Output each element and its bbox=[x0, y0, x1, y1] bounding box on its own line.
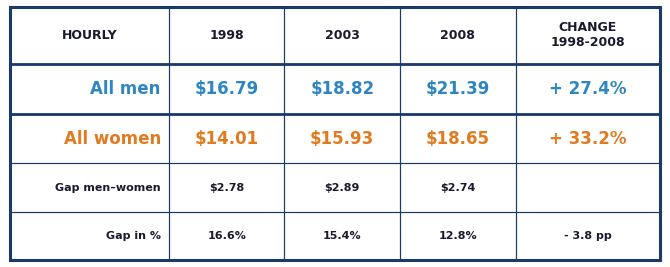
Bar bbox=[400, 64, 515, 114]
Text: 15.4%: 15.4% bbox=[323, 231, 362, 241]
Bar bbox=[10, 212, 169, 260]
Bar bbox=[10, 7, 169, 64]
Text: Gap in %: Gap in % bbox=[106, 231, 161, 241]
Text: CHANGE
1998-2008: CHANGE 1998-2008 bbox=[551, 21, 625, 49]
Bar bbox=[400, 114, 515, 163]
Text: + 33.2%: + 33.2% bbox=[549, 129, 626, 148]
Text: 2003: 2003 bbox=[325, 29, 360, 42]
Bar bbox=[169, 163, 285, 212]
Bar bbox=[400, 7, 515, 64]
Text: HOURLY: HOURLY bbox=[62, 29, 117, 42]
Bar bbox=[10, 163, 169, 212]
Bar bbox=[515, 64, 660, 114]
Text: 1998: 1998 bbox=[209, 29, 244, 42]
Bar bbox=[515, 163, 660, 212]
Text: $15.93: $15.93 bbox=[310, 129, 375, 148]
Text: + 27.4%: + 27.4% bbox=[549, 80, 626, 98]
Bar bbox=[400, 163, 515, 212]
Bar bbox=[10, 114, 169, 163]
Bar bbox=[10, 7, 169, 64]
Text: 12.8%: 12.8% bbox=[438, 231, 477, 241]
Bar bbox=[169, 114, 285, 163]
Bar bbox=[515, 64, 660, 114]
Text: All women: All women bbox=[64, 129, 161, 148]
Bar bbox=[10, 64, 169, 114]
Bar bbox=[515, 7, 660, 64]
Bar bbox=[515, 212, 660, 260]
Bar bbox=[515, 114, 660, 163]
Text: 2008: 2008 bbox=[440, 29, 475, 42]
Bar bbox=[285, 114, 400, 163]
Bar bbox=[169, 7, 285, 64]
Bar bbox=[515, 114, 660, 163]
Bar bbox=[169, 64, 285, 114]
Bar bbox=[400, 114, 515, 163]
Bar bbox=[285, 163, 400, 212]
Text: All men: All men bbox=[90, 80, 161, 98]
Bar bbox=[169, 7, 285, 64]
Text: $16.79: $16.79 bbox=[194, 80, 259, 98]
Bar bbox=[10, 114, 169, 163]
Bar bbox=[400, 212, 515, 260]
Bar bbox=[400, 212, 515, 260]
Bar bbox=[515, 163, 660, 212]
Bar bbox=[285, 212, 400, 260]
Bar bbox=[10, 64, 169, 114]
Bar bbox=[10, 212, 169, 260]
Bar bbox=[169, 114, 285, 163]
Bar bbox=[285, 7, 400, 64]
Text: $21.39: $21.39 bbox=[425, 80, 490, 98]
Text: $2.78: $2.78 bbox=[209, 183, 245, 193]
Bar bbox=[285, 7, 400, 64]
Bar bbox=[285, 212, 400, 260]
Bar bbox=[285, 64, 400, 114]
Text: $2.74: $2.74 bbox=[440, 183, 476, 193]
Bar bbox=[515, 212, 660, 260]
Bar bbox=[10, 163, 169, 212]
Text: $2.89: $2.89 bbox=[324, 183, 360, 193]
Bar bbox=[285, 64, 400, 114]
Text: 16.6%: 16.6% bbox=[207, 231, 246, 241]
Bar bbox=[400, 7, 515, 64]
Text: $18.82: $18.82 bbox=[310, 80, 375, 98]
Bar bbox=[169, 64, 285, 114]
Bar bbox=[169, 163, 285, 212]
Bar bbox=[400, 64, 515, 114]
Bar bbox=[285, 114, 400, 163]
Text: $18.65: $18.65 bbox=[425, 129, 490, 148]
Bar bbox=[285, 163, 400, 212]
Text: $14.01: $14.01 bbox=[194, 129, 259, 148]
Bar bbox=[515, 7, 660, 64]
Bar bbox=[400, 163, 515, 212]
Bar bbox=[169, 212, 285, 260]
Bar bbox=[169, 212, 285, 260]
Text: Gap men–women: Gap men–women bbox=[55, 183, 161, 193]
Text: - 3.8 pp: - 3.8 pp bbox=[564, 231, 612, 241]
